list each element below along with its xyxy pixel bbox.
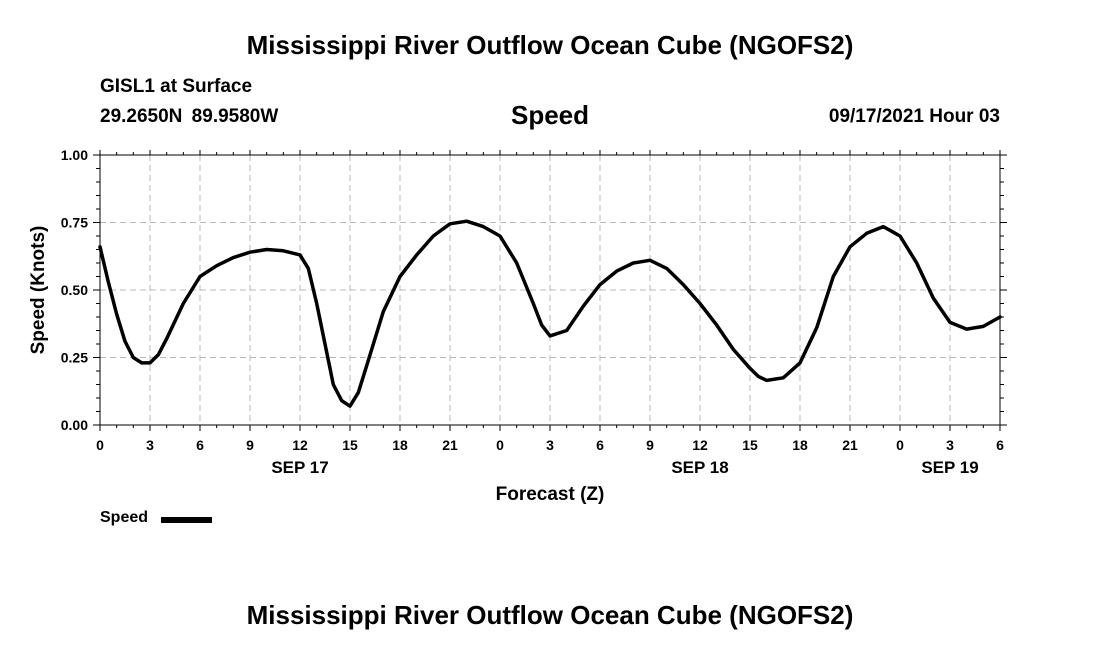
date-label: SEP 17 bbox=[271, 458, 328, 477]
y-tick-label: 0.50 bbox=[61, 282, 88, 298]
x-tick-label: 3 bbox=[146, 437, 154, 453]
x-tick-label: 18 bbox=[392, 437, 408, 453]
date-label: SEP 19 bbox=[921, 458, 978, 477]
x-tick-label: 0 bbox=[896, 437, 904, 453]
legend-label: Speed bbox=[100, 509, 149, 526]
x-tick-label: 12 bbox=[692, 437, 708, 453]
legend-swatch bbox=[161, 517, 212, 523]
x-tick-label: 9 bbox=[246, 437, 254, 453]
coordinates-label: 29.2650N 89.9580W bbox=[100, 106, 279, 127]
y-tick-label: 1.00 bbox=[61, 147, 88, 163]
x-tick-label: 21 bbox=[842, 437, 858, 453]
x-tick-label: 0 bbox=[96, 437, 104, 453]
x-tick-label: 6 bbox=[196, 437, 204, 453]
x-tick-label: 3 bbox=[546, 437, 554, 453]
x-tick-label: 6 bbox=[596, 437, 604, 453]
y-tick-label: 0.25 bbox=[61, 350, 88, 366]
x-tick-label: 3 bbox=[946, 437, 954, 453]
station-label: GISL1 at Surface bbox=[100, 76, 253, 97]
x-tick-label: 0 bbox=[496, 437, 504, 453]
chart-header-title: Mississippi River Outflow Ocean Cube (NG… bbox=[246, 30, 854, 60]
y-axis-label: Speed (Knots) bbox=[28, 226, 49, 355]
x-tick-label: 12 bbox=[292, 437, 308, 453]
speed-series-line bbox=[98, 219, 1002, 408]
x-tick-label: 15 bbox=[342, 437, 358, 453]
chart-footer-title: Mississippi River Outflow Ocean Cube (NG… bbox=[246, 600, 854, 630]
variable-title: Speed bbox=[510, 100, 590, 130]
y-tick-label: 0.00 bbox=[61, 417, 88, 433]
x-tick-label: 18 bbox=[792, 437, 808, 453]
x-axis-label: Forecast (Z) bbox=[496, 484, 605, 505]
x-tick-label: 21 bbox=[442, 437, 458, 453]
y-tick-label: 0.75 bbox=[61, 215, 88, 231]
x-tick-label: 6 bbox=[996, 437, 1004, 453]
datetime-label: 09/17/2021 Hour 03 bbox=[828, 106, 1000, 127]
x-tick-label: 15 bbox=[742, 437, 758, 453]
x-tick-label: 9 bbox=[646, 437, 654, 453]
date-label: SEP 18 bbox=[671, 458, 728, 477]
